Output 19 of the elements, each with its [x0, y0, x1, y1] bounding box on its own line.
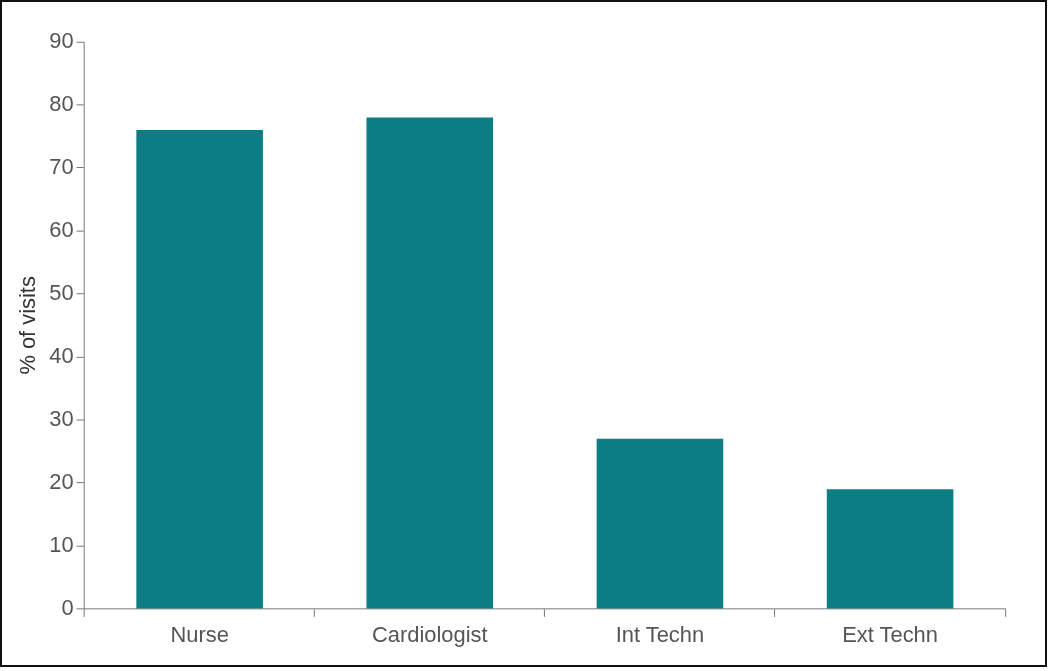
- bar: [136, 129, 263, 609]
- y-axis-title: % of visits: [15, 276, 41, 375]
- y-tick-label: 60: [49, 216, 74, 242]
- y-tick-label: 0: [61, 594, 74, 620]
- y-tick-label: 80: [49, 90, 74, 116]
- x-tick-label: Ext Techn: [842, 622, 938, 647]
- bar: [366, 117, 494, 609]
- x-tick-label: Int Techn: [615, 622, 705, 647]
- bar: [826, 489, 954, 609]
- y-tick-label: 70: [49, 153, 74, 179]
- x-tick-label: Cardiologist: [371, 622, 488, 647]
- y-tick-label: 10: [49, 531, 74, 557]
- y-tick-label: 40: [49, 342, 74, 368]
- x-tick-label: Nurse: [170, 622, 229, 647]
- y-tick-label: 20: [49, 468, 74, 494]
- bar: [596, 438, 724, 609]
- y-tick-label: 30: [49, 405, 74, 431]
- y-tick-label: 90: [49, 27, 74, 53]
- y-tick-label: 50: [49, 279, 74, 305]
